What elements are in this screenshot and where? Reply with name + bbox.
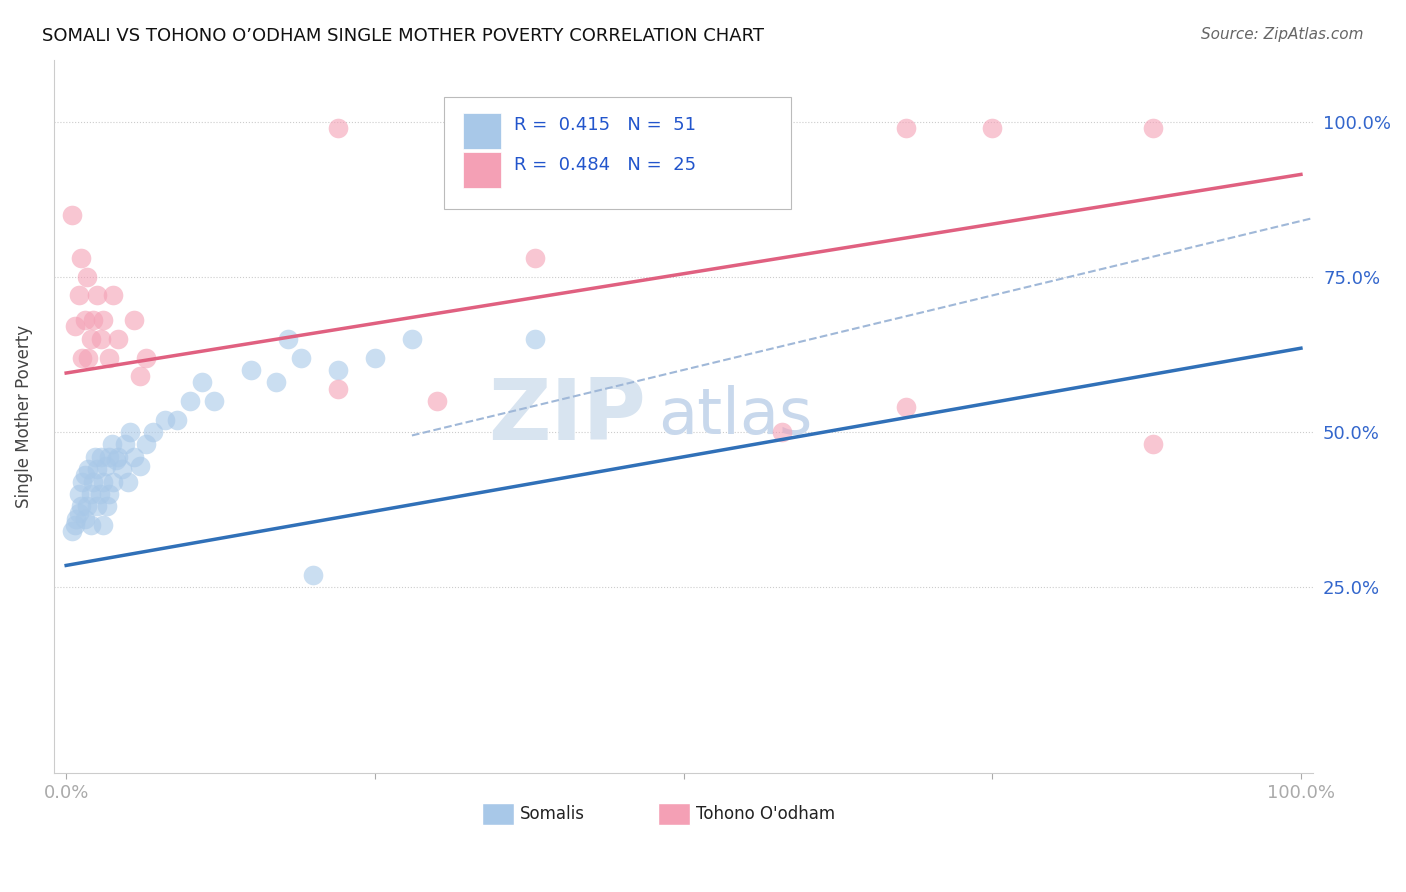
Point bbox=[264, 376, 287, 390]
Point bbox=[364, 351, 387, 365]
Text: R =  0.484   N =  25: R = 0.484 N = 25 bbox=[513, 155, 696, 174]
Point bbox=[1142, 437, 1164, 451]
Point bbox=[70, 500, 93, 514]
Bar bbox=[482, 803, 513, 825]
Point bbox=[129, 369, 152, 384]
Text: ZIP: ZIP bbox=[488, 375, 645, 458]
Text: SOMALI VS TOHONO O’ODHAM SINGLE MOTHER POVERTY CORRELATION CHART: SOMALI VS TOHONO O’ODHAM SINGLE MOTHER P… bbox=[42, 27, 765, 45]
Point bbox=[94, 459, 117, 474]
Point bbox=[548, 120, 571, 135]
Point bbox=[73, 468, 96, 483]
Point bbox=[101, 437, 124, 451]
FancyBboxPatch shape bbox=[444, 96, 790, 210]
Point bbox=[101, 288, 124, 302]
Point bbox=[65, 512, 87, 526]
Point bbox=[91, 518, 114, 533]
Point bbox=[67, 506, 90, 520]
Point bbox=[91, 475, 114, 489]
Text: atlas: atlas bbox=[658, 385, 813, 448]
Point bbox=[98, 351, 121, 365]
Point bbox=[401, 332, 423, 346]
Point bbox=[290, 351, 312, 365]
Text: R =  0.415   N =  51: R = 0.415 N = 51 bbox=[513, 116, 696, 135]
Point bbox=[104, 453, 127, 467]
Point bbox=[142, 425, 165, 439]
Text: Somalis: Somalis bbox=[520, 805, 585, 823]
Point bbox=[981, 120, 1004, 135]
Point bbox=[111, 462, 134, 476]
Point bbox=[1142, 120, 1164, 135]
Point bbox=[117, 475, 139, 489]
Point bbox=[426, 394, 449, 409]
Point bbox=[114, 437, 136, 451]
Point bbox=[135, 351, 157, 365]
Point bbox=[82, 475, 104, 489]
Point bbox=[73, 313, 96, 327]
Point bbox=[77, 462, 100, 476]
Point bbox=[122, 450, 145, 464]
Point bbox=[107, 450, 129, 464]
Point bbox=[80, 487, 103, 501]
Point bbox=[166, 412, 188, 426]
Point bbox=[67, 487, 90, 501]
Point bbox=[240, 363, 263, 377]
Bar bbox=[658, 803, 690, 825]
Point bbox=[153, 412, 176, 426]
Point bbox=[91, 313, 114, 327]
Point bbox=[63, 319, 86, 334]
Point bbox=[70, 251, 93, 265]
Point bbox=[89, 487, 111, 501]
Point bbox=[70, 475, 93, 489]
Point bbox=[277, 332, 299, 346]
Point bbox=[80, 518, 103, 533]
Point bbox=[90, 450, 112, 464]
Point bbox=[326, 382, 349, 396]
Point bbox=[326, 363, 349, 377]
Point bbox=[770, 425, 793, 439]
Point bbox=[894, 120, 917, 135]
Point bbox=[524, 332, 547, 346]
Point bbox=[67, 288, 90, 302]
Point bbox=[122, 313, 145, 327]
Point bbox=[83, 450, 105, 464]
Point bbox=[98, 487, 121, 501]
Point bbox=[120, 425, 142, 439]
Point bbox=[107, 332, 129, 346]
Point bbox=[86, 288, 108, 302]
Point bbox=[82, 313, 104, 327]
Point bbox=[524, 251, 547, 265]
Point bbox=[70, 351, 93, 365]
Point bbox=[77, 351, 100, 365]
Point bbox=[86, 500, 108, 514]
Point bbox=[326, 120, 349, 135]
Point bbox=[63, 518, 86, 533]
Text: Source: ZipAtlas.com: Source: ZipAtlas.com bbox=[1201, 27, 1364, 42]
Point bbox=[76, 269, 98, 284]
Point bbox=[135, 437, 157, 451]
Point bbox=[894, 400, 917, 414]
Point bbox=[129, 459, 152, 474]
Point bbox=[60, 208, 83, 222]
Point bbox=[96, 500, 118, 514]
Bar bbox=[463, 153, 501, 188]
Bar bbox=[463, 113, 501, 149]
Text: Tohono O'odham: Tohono O'odham bbox=[696, 805, 835, 823]
Point bbox=[90, 332, 112, 346]
Point bbox=[73, 512, 96, 526]
Point bbox=[302, 567, 325, 582]
Point bbox=[101, 475, 124, 489]
Point bbox=[191, 376, 214, 390]
Point bbox=[98, 450, 121, 464]
Point bbox=[60, 524, 83, 539]
Point bbox=[179, 394, 201, 409]
Point bbox=[76, 500, 98, 514]
Point bbox=[86, 462, 108, 476]
Y-axis label: Single Mother Poverty: Single Mother Poverty bbox=[15, 325, 32, 508]
Point bbox=[80, 332, 103, 346]
Point bbox=[202, 394, 225, 409]
